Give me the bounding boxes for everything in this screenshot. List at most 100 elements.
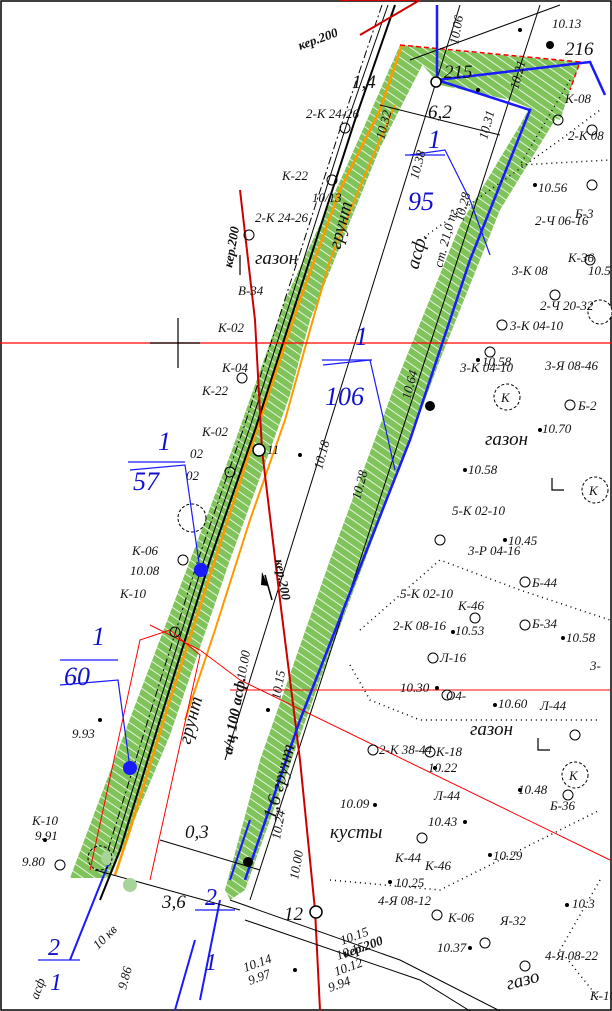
label-ker-top: кер.200 bbox=[296, 24, 340, 52]
label-dist-36: 3,6 bbox=[161, 892, 186, 913]
label-dist-14: 1,4 bbox=[352, 72, 376, 93]
dotted-line-6 bbox=[559, 879, 601, 1001]
label-gazon-low: газон bbox=[470, 719, 513, 740]
utility-line-bottom bbox=[229, 899, 501, 1011]
svg-text:10.38: 10.38 bbox=[406, 148, 428, 181]
svg-text:Л-44: Л-44 bbox=[539, 698, 567, 713]
svg-text:10.32: 10.32 bbox=[372, 108, 394, 141]
svg-text:2-Ч 20-32: 2-Ч 20-32 bbox=[540, 298, 594, 313]
svg-text:5-К 02-10: 5-К 02-10 bbox=[400, 586, 454, 601]
svg-text:02: 02 bbox=[186, 468, 200, 483]
svg-text:10.28: 10.28 bbox=[451, 190, 473, 223]
svg-text:10.45: 10.45 bbox=[508, 533, 538, 548]
tree-labels: 2-К 24-26 К-22 10/13 2-К 24-26 В-34 К-02… bbox=[31, 91, 612, 1003]
svg-text:2-Ч 06-16: 2-Ч 06-16 bbox=[535, 213, 589, 228]
svg-text:2-К 24-26: 2-К 24-26 bbox=[255, 210, 309, 225]
blue-callout-leader-3 bbox=[129, 464, 201, 571]
dotted-line-5 bbox=[329, 809, 601, 891]
label-dist-62: 6,2 bbox=[428, 102, 452, 123]
svg-text:К-08: К-08 bbox=[564, 91, 591, 106]
svg-text:1: 1 bbox=[50, 970, 62, 996]
svg-text:9.80: 9.80 bbox=[22, 854, 45, 869]
svg-text:10.00: 10.00 bbox=[286, 849, 306, 881]
svg-text:К-06: К-06 bbox=[131, 543, 158, 558]
svg-text:10.53: 10.53 bbox=[455, 623, 485, 638]
elevation-labels: 10.06 10.13 10.32 10.21 10.31 10.28 10.3… bbox=[22, 14, 611, 995]
callout-106: 1 106 bbox=[322, 322, 372, 411]
well-12 bbox=[309, 905, 323, 919]
road-line-3 bbox=[409, 4, 561, 61]
well-k-2: К bbox=[581, 476, 609, 504]
callout-57: 1 57 bbox=[128, 427, 185, 496]
svg-text:9.86: 9.86 bbox=[114, 964, 135, 990]
svg-text:10.31: 10.31 bbox=[475, 109, 497, 141]
label-asf-road: а/ц 100 асф. bbox=[220, 676, 249, 756]
svg-text:10.25: 10.25 bbox=[395, 875, 425, 890]
well-k-4 bbox=[587, 299, 612, 325]
svg-text:Я-32: Я-32 bbox=[499, 913, 526, 928]
flow-arrow-1 bbox=[264, 574, 273, 601]
svg-text:60: 60 bbox=[64, 662, 90, 691]
svg-text:1: 1 bbox=[158, 427, 171, 456]
road-edge-center bbox=[184, 104, 396, 721]
dotted-line-4 bbox=[349, 664, 600, 721]
svg-text:К-06: К-06 bbox=[447, 910, 474, 925]
svg-text:Б-36: Б-36 bbox=[549, 798, 575, 813]
svg-text:9.91: 9.91 bbox=[35, 828, 58, 843]
svg-text:10.3: 10.3 bbox=[572, 896, 595, 911]
svg-text:К-10: К-10 bbox=[31, 813, 58, 828]
fence-line-2 bbox=[93, 4, 389, 901]
green-strip-left bbox=[70, 45, 430, 878]
svg-text:5-К 02-10: 5-К 02-10 bbox=[452, 503, 506, 518]
blue-point-2 bbox=[123, 761, 137, 775]
label-ker-mid: кер.200 bbox=[272, 558, 294, 602]
green-point-2 bbox=[123, 878, 137, 892]
svg-text:10.00: 10.00 bbox=[233, 649, 253, 681]
svg-text:10.28: 10.28 bbox=[348, 468, 370, 501]
svg-text:1: 1 bbox=[205, 950, 217, 976]
well-dashed-left bbox=[177, 503, 207, 533]
svg-text:1: 1 bbox=[428, 125, 441, 154]
blue-bottom-line-3 bbox=[199, 899, 221, 1001]
black-point-1 bbox=[425, 401, 435, 411]
label-well-12: 12 bbox=[284, 904, 304, 925]
svg-text:10.58: 10.58 bbox=[566, 630, 596, 645]
svg-text:9.93: 9.93 bbox=[72, 726, 95, 741]
label-dist-03: 0,3 bbox=[185, 822, 209, 843]
dim-line-03 bbox=[159, 839, 261, 871]
svg-text:К-44: К-44 bbox=[394, 850, 421, 865]
svg-text:10.29: 10.29 bbox=[493, 848, 523, 863]
utility-line-bottom-2 bbox=[244, 919, 471, 1011]
svg-text:10.30: 10.30 bbox=[400, 680, 430, 695]
svg-text:Л-16: Л-16 bbox=[439, 650, 467, 665]
fence-line-1 bbox=[99, 4, 396, 901]
svg-text:10.18: 10.18 bbox=[310, 438, 332, 471]
blue-line-top bbox=[436, 60, 607, 96]
road-line-2 bbox=[224, 4, 461, 761]
svg-text:10.22: 10.22 bbox=[428, 760, 458, 775]
svg-text:10.58: 10.58 bbox=[482, 354, 512, 369]
svg-text:К-46: К-46 bbox=[424, 858, 451, 873]
fence-line-3 bbox=[107, 4, 383, 851]
blue-callout-leader-4 bbox=[59, 679, 131, 769]
svg-text:К-04: К-04 bbox=[221, 360, 248, 375]
svg-text:2-К 24-26: 2-К 24-26 bbox=[306, 106, 360, 121]
svg-text:10.15: 10.15 bbox=[268, 669, 288, 701]
svg-text:1: 1 bbox=[92, 622, 105, 651]
callout-60: 1 60 bbox=[60, 622, 118, 691]
svg-text:9.94: 9.94 bbox=[326, 973, 353, 995]
svg-text:3-К 08: 3-К 08 bbox=[511, 263, 548, 278]
svg-text:3-К 04-10: 3-К 04-10 bbox=[459, 360, 514, 375]
label-well-215: 215 bbox=[444, 62, 473, 83]
well-11 bbox=[252, 443, 266, 457]
svg-text:К-36: К-36 bbox=[567, 250, 594, 265]
svg-text:10.06: 10.06 bbox=[446, 14, 466, 46]
svg-text:К-22: К-22 bbox=[281, 168, 308, 183]
svg-text:10.09: 10.09 bbox=[340, 796, 370, 811]
svg-text:4-Я 08-22: 4-Я 08-22 bbox=[545, 948, 598, 963]
svg-text:10.5: 10.5 bbox=[588, 263, 611, 278]
corner-mark-2 bbox=[537, 738, 550, 751]
tree-symbols bbox=[54, 114, 598, 972]
